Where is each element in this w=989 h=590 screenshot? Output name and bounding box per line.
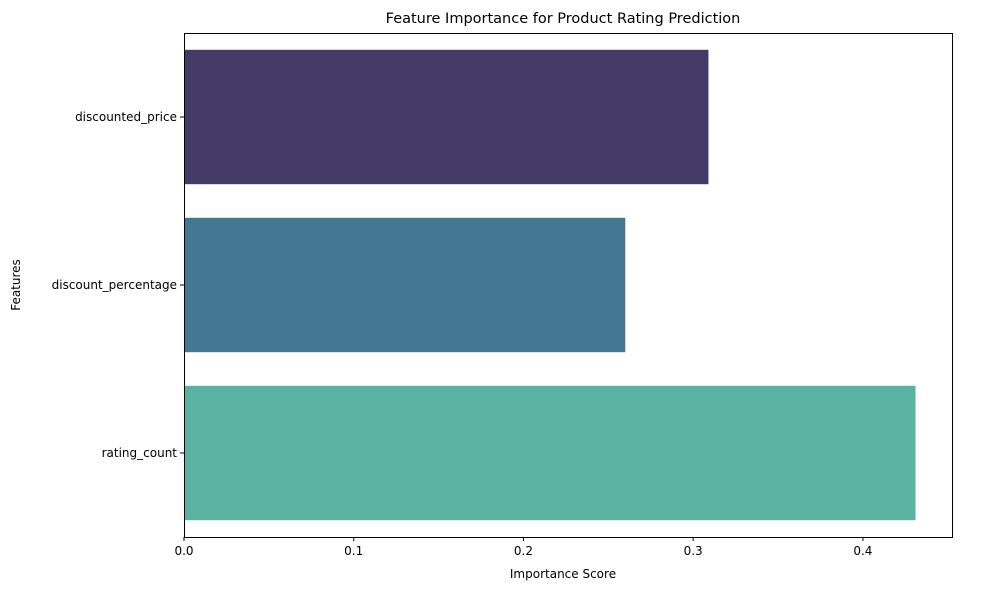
y-axis-ticks: discounted_price discount_percentageratin… bbox=[52, 110, 184, 460]
x-tick-label: 0.0 bbox=[174, 544, 193, 558]
x-tick-label: 0.3 bbox=[684, 544, 703, 558]
bar-discount-percentage bbox=[184, 217, 626, 353]
x-axis-ticks: 0.0 0.1 0.2 0.3 0.4 bbox=[174, 537, 872, 558]
plot-frame bbox=[184, 33, 953, 538]
y-tick-label: rating_count bbox=[102, 446, 178, 460]
bars-layer bbox=[184, 49, 916, 521]
y-axis-label: Features bbox=[9, 259, 23, 311]
bar-rating-count bbox=[184, 385, 916, 521]
x-axis-label: Importance Score bbox=[510, 567, 616, 581]
chart-title: Feature Importance for Product Rating Pr… bbox=[386, 11, 741, 27]
bar-discounted-price bbox=[184, 49, 709, 185]
y-tick-label: discounted_price bbox=[75, 110, 177, 124]
x-tick-label: 0.4 bbox=[853, 544, 872, 558]
x-tick-label: 0.1 bbox=[344, 544, 363, 558]
y-tick-label: discount_percentage bbox=[52, 278, 177, 292]
x-tick-label: 0.2 bbox=[514, 544, 533, 558]
